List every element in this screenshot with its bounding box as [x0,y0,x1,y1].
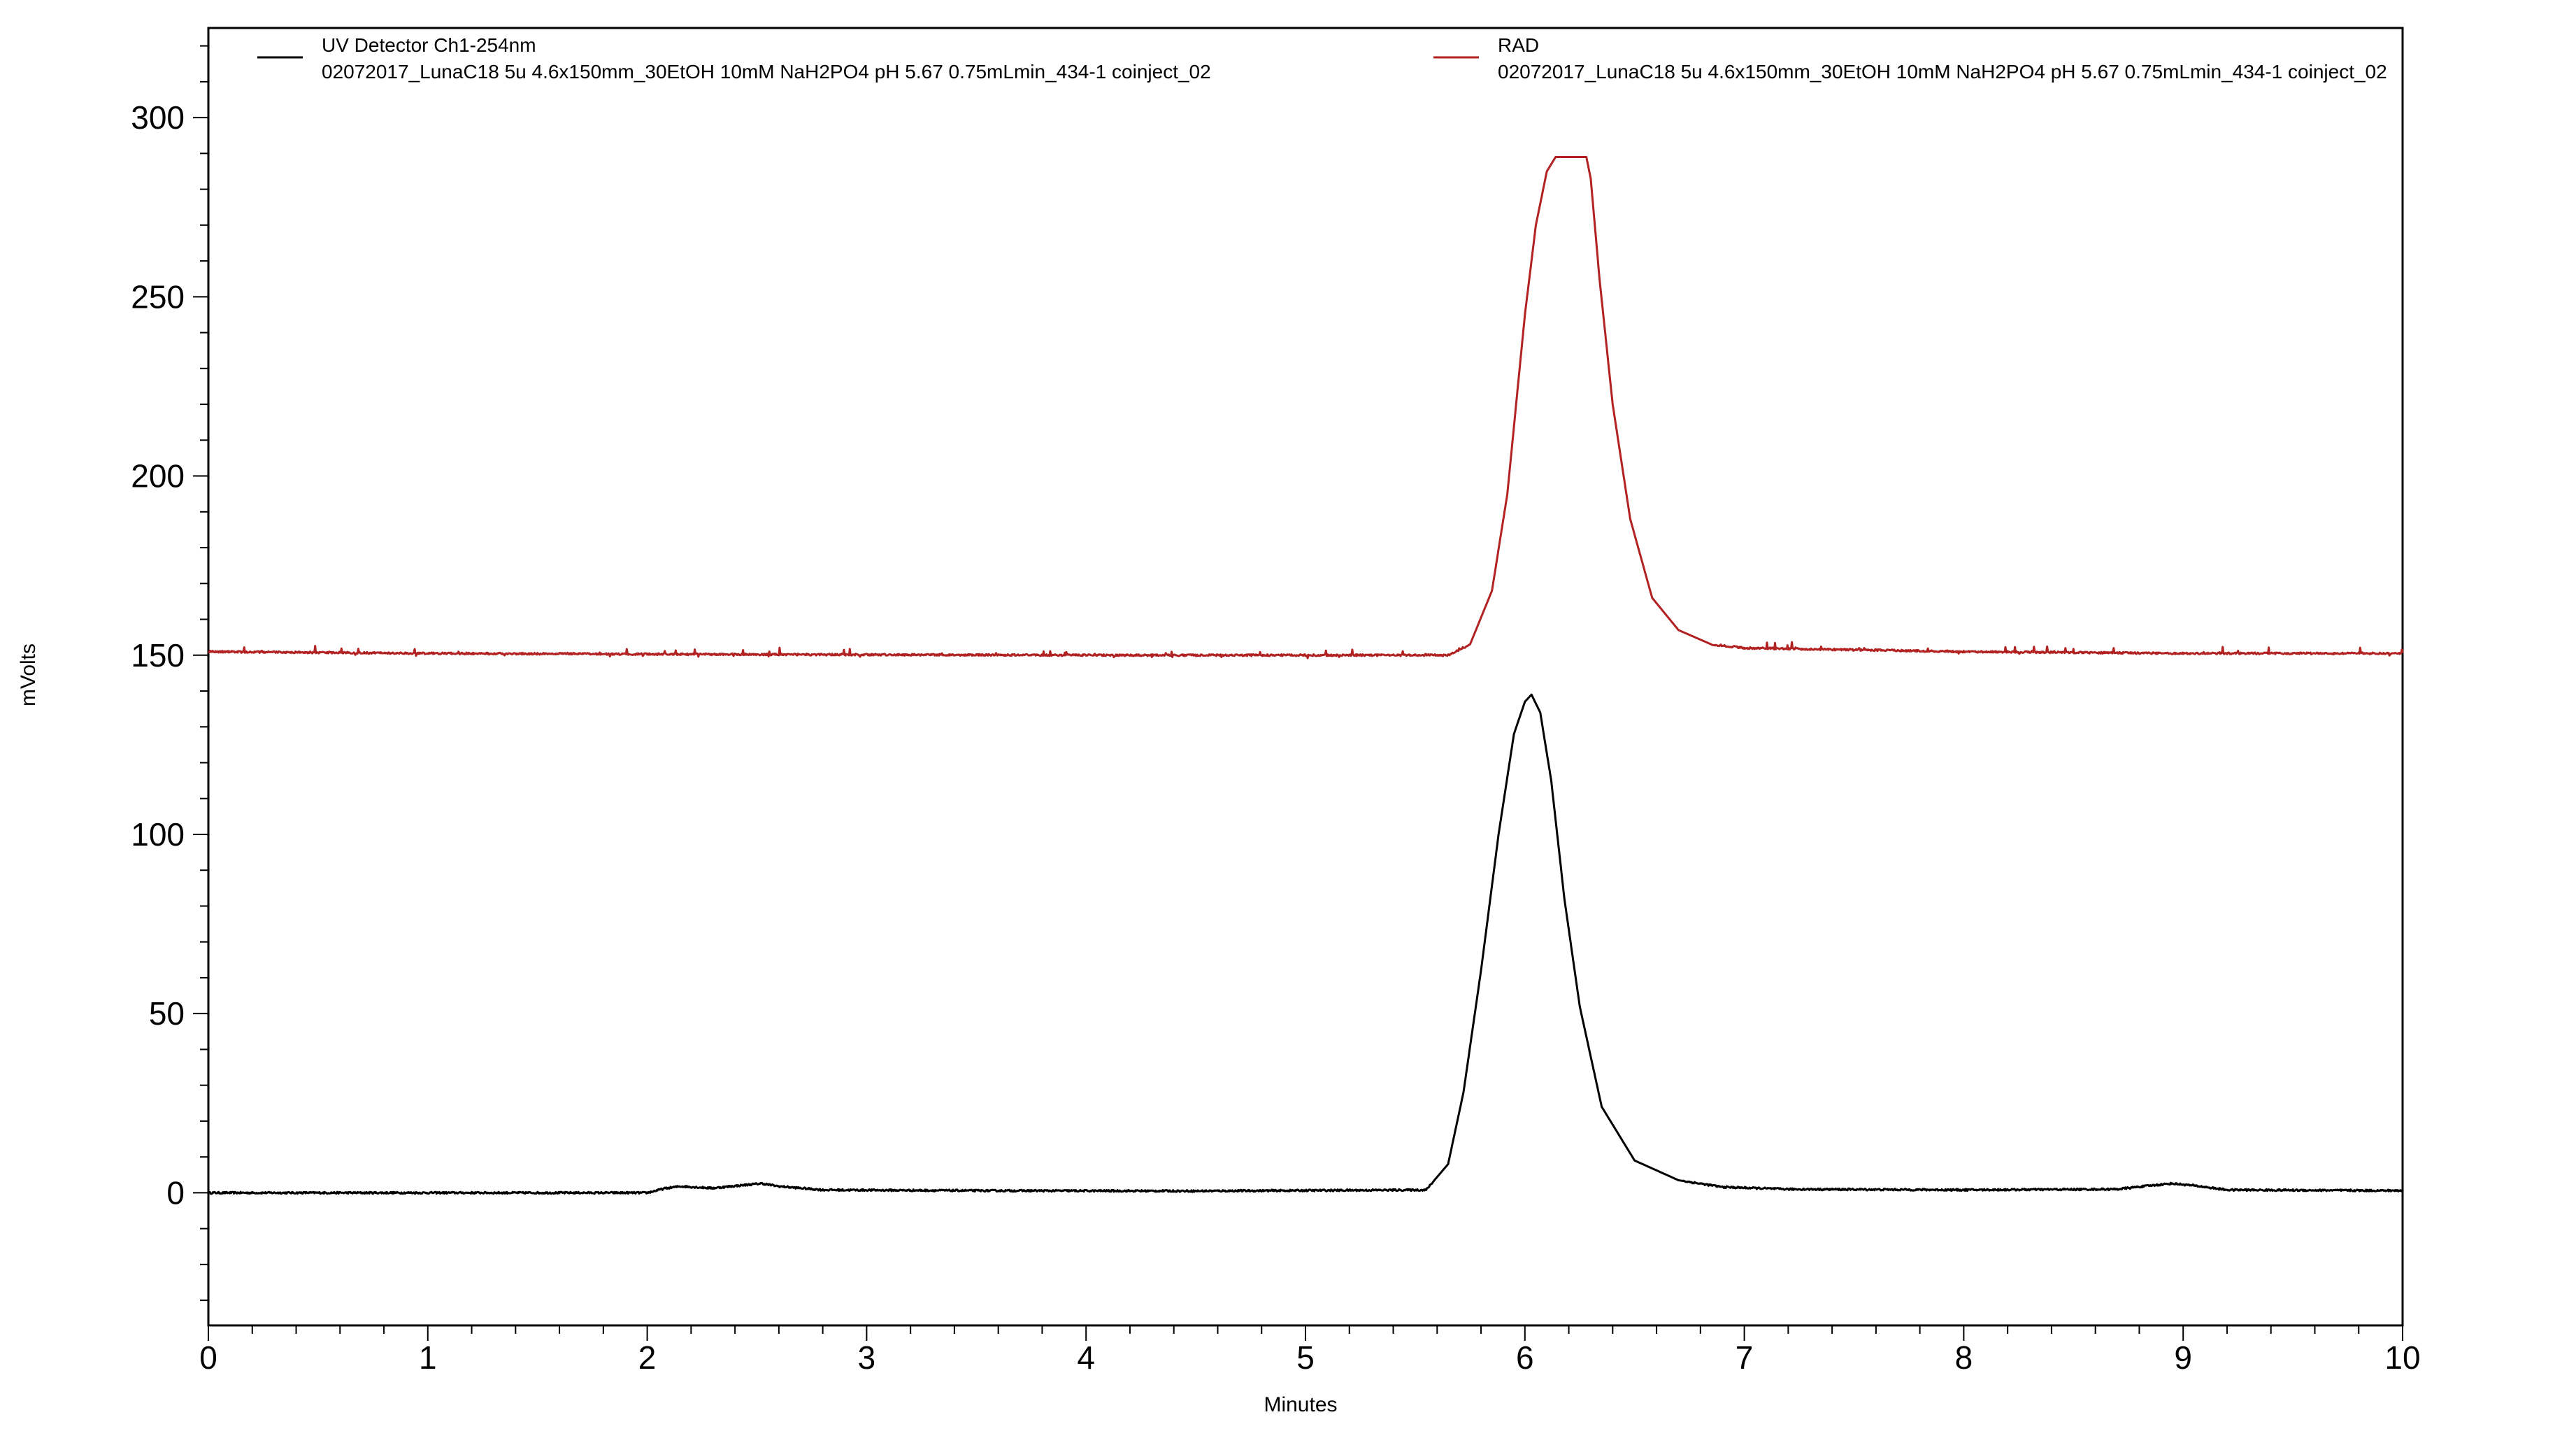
x-tick-label: 0 [199,1339,217,1376]
x-tick-label: 10 [2384,1339,2420,1376]
x-tick-label: 3 [858,1339,876,1376]
legend-label-rad: RAD [1498,34,1539,56]
y-tick-label: 100 [131,816,185,853]
legend-run-uv: 02072017_LunaC18 5u 4.6x150mm_30EtOH 10m… [322,61,1211,83]
y-tick-label: 250 [131,278,185,315]
x-tick-label: 6 [1516,1339,1534,1376]
legend: UV Detector Ch1-254nm 02072017_LunaC18 5… [257,34,2387,83]
legend-label-uv: UV Detector Ch1-254nm [322,34,536,56]
x-tick-label: 4 [1077,1339,1095,1376]
x-tick-label: 1 [419,1339,437,1376]
y-tick-label: 0 [166,1174,185,1211]
legend-run-rad: 02072017_LunaC18 5u 4.6x150mm_30EtOH 10m… [1498,61,2387,83]
x-tick-label: 9 [2174,1339,2192,1376]
y-tick-label: 50 [149,995,185,1032]
y-tick-label: 150 [131,637,185,674]
x-axis-title: Minutes [1264,1393,1337,1416]
y-axis-title: mVolts [17,643,40,706]
series-line-rad [208,156,2404,660]
x-tick-label: 7 [1736,1339,1754,1376]
x-tick-label: 5 [1296,1339,1315,1376]
series-line-uv [207,693,2403,1195]
y-tick-label: 300 [131,99,185,136]
plot-lines [207,156,2404,1195]
y-tick-label: 200 [131,458,185,494]
x-tick-label: 2 [638,1339,657,1376]
x-tick-label: 8 [1955,1339,1973,1376]
